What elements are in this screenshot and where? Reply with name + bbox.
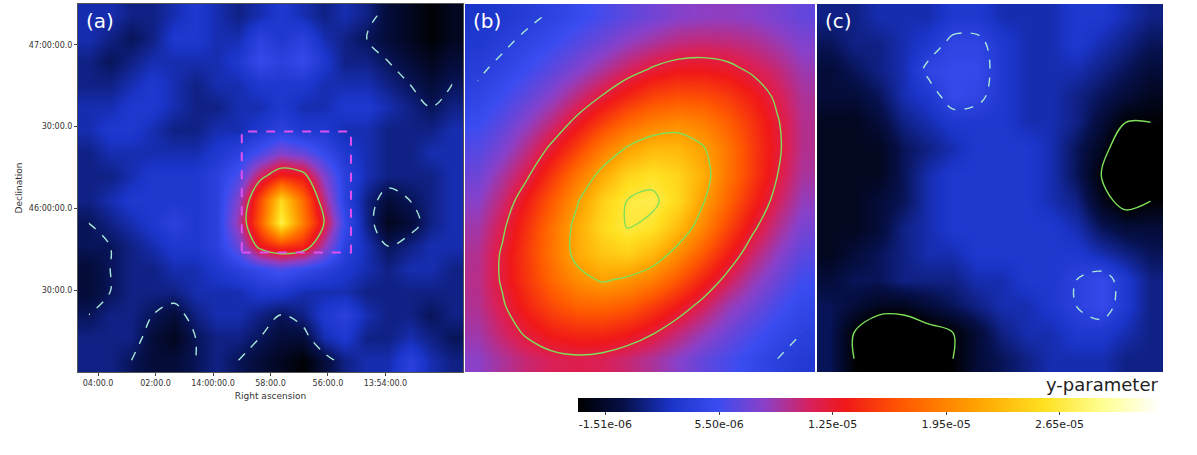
svg-text:56:00.0: 56:00.0 bbox=[313, 379, 344, 388]
svg-text:30:00.0: 30:00.0 bbox=[42, 122, 73, 131]
svg-text:13:54:00.0: 13:54:00.0 bbox=[364, 379, 408, 388]
svg-text:14:00:00.0: 14:00:00.0 bbox=[191, 379, 235, 388]
svg-text:47:00:00.0: 47:00:00.0 bbox=[29, 41, 73, 50]
svg-text:2.65e-05: 2.65e-05 bbox=[1035, 418, 1084, 431]
svg-text:Right ascension: Right ascension bbox=[235, 391, 306, 401]
svg-text:-1.51e-06: -1.51e-06 bbox=[579, 418, 632, 431]
svg-text:(c): (c) bbox=[825, 9, 852, 33]
svg-text:02:00.0: 02:00.0 bbox=[140, 379, 171, 388]
svg-text:30:00.0: 30:00.0 bbox=[42, 286, 73, 295]
svg-text:(b): (b) bbox=[473, 9, 501, 33]
svg-text:1.95e-05: 1.95e-05 bbox=[921, 418, 970, 431]
svg-text:Declination: Declination bbox=[14, 163, 24, 214]
svg-text:46:00:00.0: 46:00:00.0 bbox=[29, 204, 73, 213]
svg-text:(a): (a) bbox=[86, 9, 114, 33]
svg-text:1.25e-05: 1.25e-05 bbox=[808, 418, 857, 431]
svg-text:04:00.0: 04:00.0 bbox=[83, 379, 114, 388]
svg-text:y-parameter: y-parameter bbox=[1046, 374, 1158, 395]
svg-text:58:00.0: 58:00.0 bbox=[255, 379, 286, 388]
svg-text:5.50e-06: 5.50e-06 bbox=[694, 418, 743, 431]
